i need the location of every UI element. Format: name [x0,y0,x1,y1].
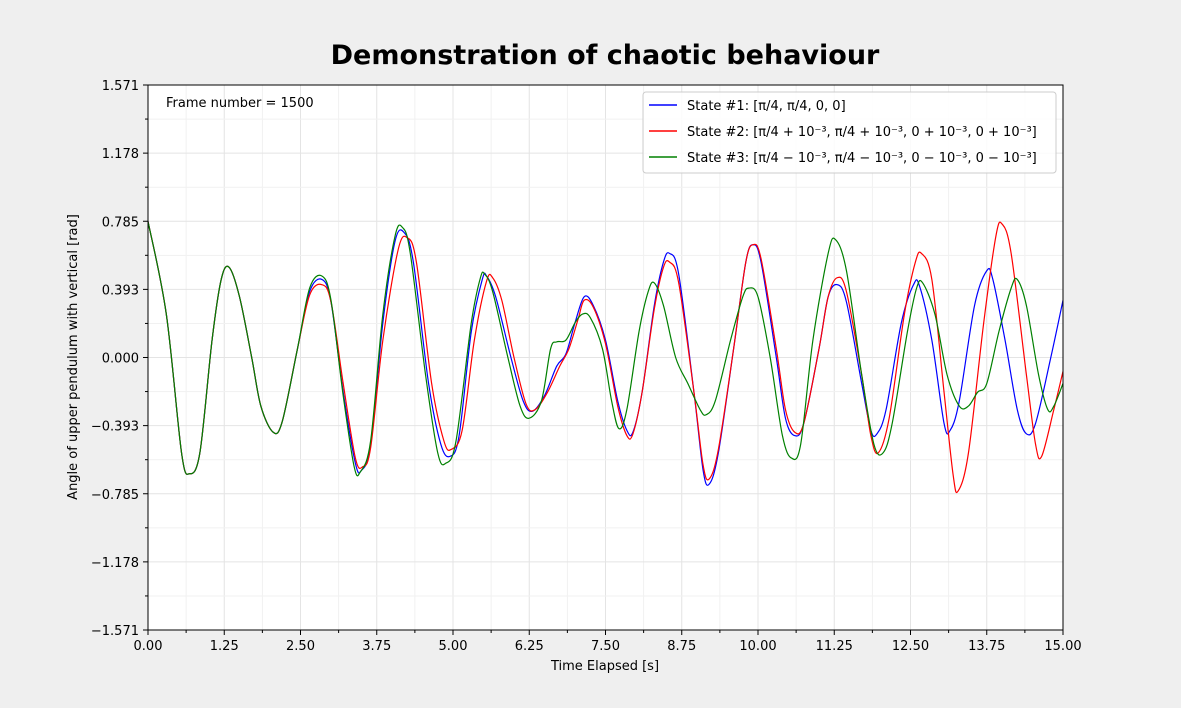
y-tick-label: −0.785 [91,488,139,503]
x-tick-label: 7.50 [591,639,620,654]
y-tick-label: −1.178 [91,556,139,571]
x-tick-label: 1.25 [210,639,239,654]
y-tick-label: 0.785 [102,215,139,230]
x-tick-label: 10.00 [739,639,776,654]
series-layer [148,221,1063,494]
x-tick-label: 6.25 [515,639,544,654]
x-axis-label: Time Elapsed [s] [550,659,659,674]
x-tick-label: 13.75 [968,639,1005,654]
x-tick-label: 2.50 [286,639,315,654]
x-axis: 0.00 1.25 2.50 3.75 5.00 6.25 7.50 8.75 10.00 11.… [134,630,1082,654]
y-tick-label: 0.000 [102,352,139,367]
y-tick-label: −1.571 [91,624,139,639]
y-axis: 1.571 1.178 0.785 0.393 0.000 −0.393 −0.785 −1.… [91,79,148,639]
chart-title: Demonstration of chaotic behaviour [331,40,880,71]
series-line-3 [148,221,1063,477]
x-tick-label: 11.25 [816,639,853,654]
frame-number-annotation: Frame number = 1500 [166,96,314,111]
x-tick-label: 12.50 [892,639,929,654]
y-tick-label: 1.571 [102,79,139,94]
series-line-2 [148,221,1063,494]
x-tick-label: 0.00 [134,639,163,654]
y-tick-label: 0.393 [102,283,139,298]
x-tick-label: 3.75 [362,639,391,654]
x-tick-label: 15.00 [1044,639,1081,654]
legend-box [642,91,1057,174]
legend-label-2: State #2: [π/4 + 10⁻³, π/4 + 10⁻³, 0 + 1… [687,125,1037,140]
legend-label-3: State #3: [π/4 − 10⁻³, π/4 − 10⁻³, 0 − 1… [687,151,1037,166]
x-tick-label: 5.00 [439,639,468,654]
legend: State #1: [π/4, π/4, 0, 0] State #2: [π/4… [642,91,1057,174]
y-axis-label: Angle of upper pendulum with vertical [r… [66,214,81,500]
legend-label-1: State #1: [π/4, π/4, 0, 0] [687,99,846,114]
x-tick-label: 8.75 [667,639,696,654]
y-tick-label: −0.393 [91,420,139,435]
y-tick-label: 1.178 [102,147,139,162]
gridlines [147,84,1064,631]
